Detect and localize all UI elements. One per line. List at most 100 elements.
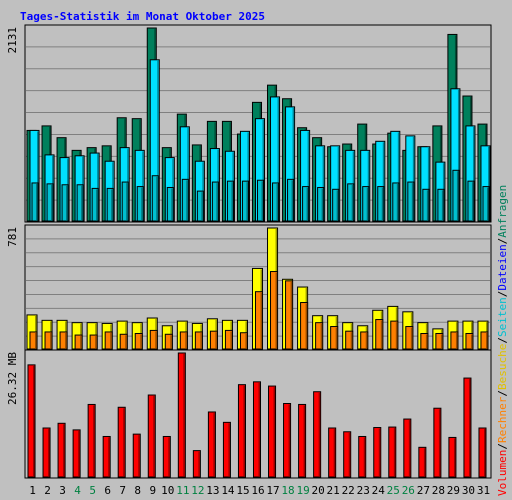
bar-rechner-day-15-shade [245,333,247,348]
bar-rechner-day-25 [390,320,399,350]
bar-seiten-day-2-shade [51,184,53,220]
bar-volumen-day-20-shade [318,392,321,476]
bar-seiten-day-4-shade [81,185,83,220]
bar-rechner-day-20 [315,322,324,350]
bar-volumen-day-29 [448,436,457,478]
x-axis-day-labels: 1 2 3 4 5 6 7 8 9 10 11 12 13 14 15 16 17 18 19 20 21 22 23 24 2… [29,484,490,497]
bar-rechner-day-23 [360,331,369,350]
panel-volumen: 26.32 MB [6,349,492,479]
bar-seiten-day-31-shade [487,187,489,220]
bar-rechner-day-25-shade [395,322,398,348]
legend-separator: / [496,337,509,344]
bar-rechner-day-14-shade [230,331,232,348]
bar-seiten-day-26 [407,181,415,222]
bar-rechner-day-31-shade [486,332,488,348]
x-label-day-13: 13 [206,484,219,497]
bar-volumen-day-16-shade [258,382,261,476]
bar-volumen-day-8-shade [138,435,140,476]
panel-besuche-rechner: 781 [6,224,492,351]
bar-rechner-day-21-shade [335,327,338,348]
bar-volumen-day-6 [102,435,111,478]
bar-seiten-day-9-shade [156,176,158,220]
x-label-day-8: 8 [134,484,141,497]
legend-dateien: Dateien [496,244,509,290]
bar-seiten-day-8-shade [141,187,143,220]
bar-volumen-day-27 [418,446,427,478]
bar-volumen-day-17-shade [273,387,276,476]
bar-seiten-day-19-shade [306,187,309,220]
bar-rechner-day-2-shade [50,332,52,348]
bar-volumen-day-7 [117,406,126,478]
bar-seiten-day-23 [362,186,370,222]
bar-volumen-day-18-shade [288,404,291,476]
bar-dateien-day-24-shade [382,142,385,220]
bar-seiten-day-15-shade [246,182,248,220]
bar-rechner-day-5 [89,334,98,350]
bar-volumen-day-24 [373,427,382,478]
bar-volumen-day-18 [283,403,292,478]
bar-volumen-day-7-shade [123,408,125,476]
bar-volumen-day-11 [177,352,186,478]
bar-rechner-day-26 [405,326,414,350]
bar-rechner-day-30 [465,333,474,350]
bar-volumen-day-23-shade [363,437,366,476]
bar-seiten-day-21-shade [336,190,339,220]
bar-rechner-day-6 [104,331,113,350]
bar-seiten-day-14 [226,180,234,222]
bar-seiten-day-20-shade [321,188,324,220]
bar-dateien-day-25-shade [397,132,400,220]
bar-rechner-day-21 [330,326,339,350]
bar-volumen-day-11-shade [183,354,185,476]
bar-rechner-day-17-shade [275,272,278,348]
bar-dateien-day-16-shade [262,119,265,220]
bar-seiten-day-6 [106,187,114,222]
bar-seiten-day-27-shade [426,190,429,220]
bar-dateien-day-30-shade [472,126,475,220]
bar-dateien-day-31-shade [488,146,490,220]
bar-rechner-day-24-shade [380,320,383,348]
bar-seiten-day-27 [422,188,430,222]
bar-seiten-day-14-shade [231,182,233,220]
bar-rechner-day-14 [224,329,233,350]
bar-seiten-day-3 [61,184,69,222]
chart-title: Tages-Statistik im Monat Oktober 2025 [20,10,265,23]
bar-volumen-day-24-shade [378,428,381,476]
x-label-day-20: 20 [312,484,325,497]
bar-rechner-day-5-shade [95,336,97,348]
bar-volumen-day-30 [463,377,472,478]
bar-volumen-day-9-shade [153,396,155,476]
bar-seiten-day-11 [181,178,189,222]
bar-rechner-day-28-shade [440,334,443,348]
x-label-day-26: 26 [402,484,415,497]
bar-seiten-day-17 [272,182,280,222]
bar-rechner-day-9 [149,329,158,350]
bar-seiten-day-21 [332,188,340,222]
bar-rechner-day-24 [375,319,384,350]
x-label-day-15: 15 [236,484,249,497]
x-label-day-29: 29 [447,484,460,497]
bar-rechner-day-19 [300,302,309,350]
bar-seiten-day-29-shade [456,171,459,220]
x-label-day-7: 7 [119,484,126,497]
bar-dateien-day-27-shade [427,147,430,220]
bar-rechner-day-12 [194,331,203,350]
bar-volumen-day-30-shade [468,379,471,476]
bar-seiten-day-16-shade [261,181,264,220]
bar-volumen-day-6-shade [108,437,110,476]
bar-rechner-day-3 [59,331,68,350]
x-label-day-10: 10 [161,484,174,497]
bar-seiten-day-23-shade [366,187,369,220]
bar-rechner-day-18 [285,280,294,350]
bar-rechner-day-29-shade [455,332,458,348]
bar-volumen-day-2-shade [48,429,50,476]
bar-volumen-day-5-shade [93,405,95,476]
bar-dateien-day-1-shade [37,131,39,220]
bar-seiten-day-7-shade [126,183,128,220]
bar-volumen-day-21 [328,427,337,478]
bar-seiten-day-10-shade [171,188,173,220]
bar-volumen-day-1 [27,364,36,478]
bar-rechner-day-7 [119,333,128,350]
bar-dateien-day-8-shade [142,151,144,220]
bar-seiten-day-25-shade [396,183,399,220]
